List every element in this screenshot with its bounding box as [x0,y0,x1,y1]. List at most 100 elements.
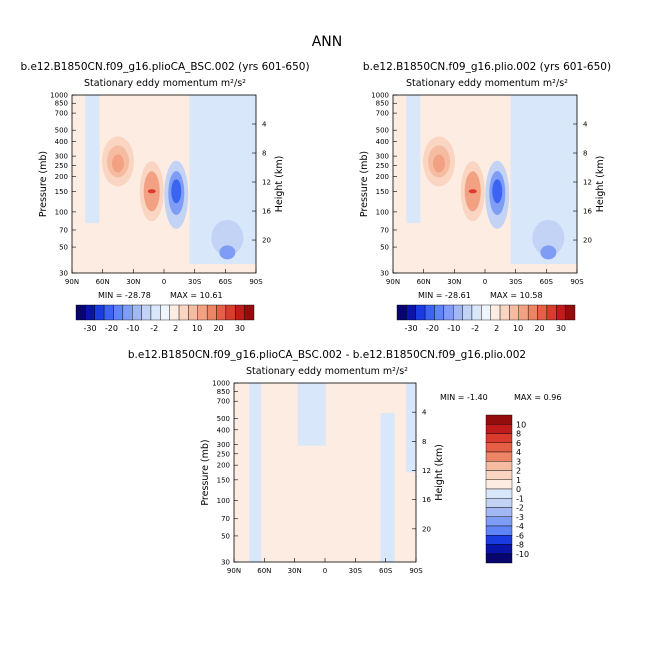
y-tick-label: 850 [55,100,68,108]
y-right-tick-label: 16 [262,208,271,216]
colorbar-swatch [122,304,133,321]
colorbar-label: -30 [405,324,418,333]
colorbar-label: -30 [84,324,97,333]
x-tick-label: 90S [570,278,584,286]
x-tick-label: 90N [65,278,79,286]
y-tick-label: 100 [376,208,389,216]
x-tick-label: 30S [349,567,363,575]
colorbar-label: -10 [447,324,460,333]
colorbar-swatch [424,304,435,321]
y-tick-label: 100 [217,497,230,505]
colorbar-swatch [160,304,170,321]
y-tick-label: 300 [55,153,68,161]
colorbar-swatch [485,433,513,443]
panel-2-subtitle: Stationary eddy momentum m²/s² [406,78,568,89]
colorbar-label: 20 [534,324,544,333]
colorbar-label: -3 [516,513,524,522]
y-tick-label: 250 [217,450,230,458]
colorbar-swatch [206,304,217,321]
x-tick-label: 90N [227,567,241,575]
colorbar-label: 2 [494,324,499,333]
colorbar-label: -2 [516,504,524,513]
contour-cell [540,245,557,260]
panel-2-plot-area: 90N 60N 30N 0 30S 60S 90S 30 50 70 100 150 200 250300… [359,92,606,287]
colorbar-swatch [94,304,105,321]
y-right-tick-label: 12 [262,179,271,187]
panel-3-plot-area: 90N 60N 30N 0 30S 60S 90S 30 50 70 100 150 200 250300… [200,380,445,576]
y-tick-label: 700 [376,110,389,118]
y-tick-label: 850 [217,388,230,396]
colorbar-swatch [150,304,161,321]
contour-cell [211,219,244,256]
contour-band [406,95,421,224]
colorbar-label: -4 [516,522,524,531]
colorbar-swatch [546,304,557,321]
y-right-tick-label: 8 [422,438,426,446]
colorbar-swatch [485,516,513,527]
y-right-tick-label: 8 [583,150,587,158]
y-right-axis-label: Height (km) [274,156,285,213]
y-axis-label: Pressure (mb) [38,151,49,217]
y-tick-label: 50 [59,244,68,252]
colorbar-swatch [434,304,445,321]
colorbar-swatch [499,304,510,321]
colorbar-swatch [485,488,513,499]
y-tick-label: 200 [55,173,68,181]
colorbar-label: 0 [516,485,521,494]
colorbar-swatch [485,525,513,536]
x-tick-label: 30N [126,278,140,286]
y-right-axis-label: Height (km) [434,444,445,501]
colorbar-label: 6 [516,439,521,448]
panel-2-max-label: MAX = 10.58 [490,291,543,300]
y-tick-label: 200 [217,462,230,470]
panel-1-min-label: MIN = -28.78 [98,291,151,300]
colorbar-swatch [132,304,142,321]
colorbar-swatch [485,451,513,462]
colorbar-swatch [396,304,407,321]
x-tick-label: 60S [540,278,554,286]
panel-3-subtitle: Stationary eddy momentum m²/s² [246,366,408,377]
y-tick-label: 250 [376,162,389,170]
y-right-tick-label: 12 [422,467,431,475]
contour-band [405,383,416,473]
contour-cell [171,179,182,204]
panel-1-subtitle: Stationary eddy momentum m²/s² [84,78,246,89]
x-tick-label: 30N [288,567,302,575]
x-tick-label: 60S [219,278,233,286]
colorbar-swatch [85,304,95,321]
colorbar-label: 2 [516,467,521,476]
contour-field [393,95,577,273]
x-tick-label: 60S [379,567,393,575]
y-tick-label: 250 [55,162,68,170]
colorbar-swatch [415,304,426,321]
colorbar-swatch [556,304,566,321]
x-tick-label: 90N [386,278,400,286]
colorbar-swatch [103,304,114,321]
colorbar-label: -2 [150,324,158,333]
y-tick-label: 70 [221,515,230,523]
colorbar-swatch [113,304,124,321]
colorbar-swatch [235,304,245,321]
colorbar-swatch [197,304,208,321]
colorbar-swatch [518,304,529,321]
colorbar-swatch [537,304,548,321]
x-tick-label: 0 [162,278,166,286]
colorbar-swatch [225,304,236,321]
contour-cell [468,189,477,194]
y-tick-label: 30 [380,270,389,278]
y-right-tick-label: 20 [262,237,271,245]
contour-cell [532,219,565,256]
colorbar-swatch [443,304,454,321]
colorbar-swatch [216,304,227,321]
y-right-tick-label: 20 [422,525,431,533]
y-right-axis-label: Height (km) [595,156,606,213]
colorbar-swatch [75,304,86,321]
contour-band [380,413,395,562]
y-right-tick-label: 20 [583,237,592,245]
colorbar-label: -10 [516,550,529,559]
colorbar-swatch [565,304,576,321]
y-tick-label: 150 [217,476,230,484]
colorbar-label: -8 [516,541,524,550]
colorbar-swatch [406,304,416,321]
